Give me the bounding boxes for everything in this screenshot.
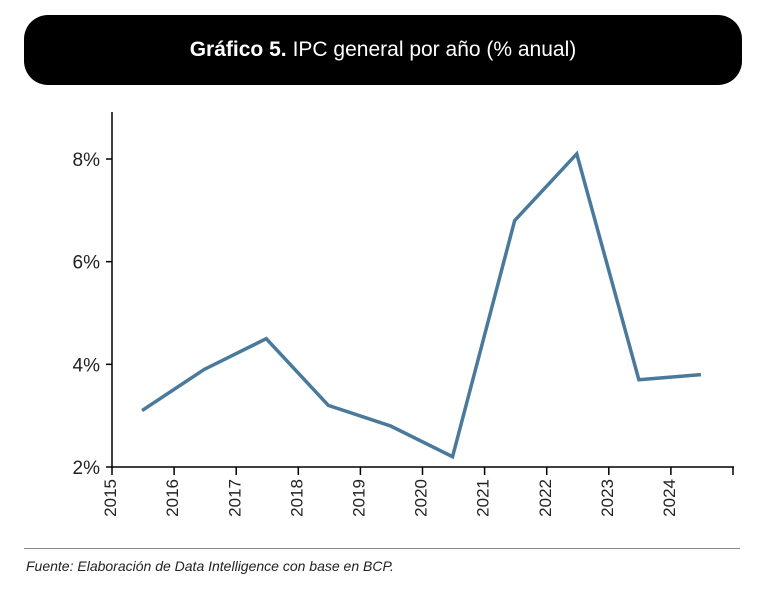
x-tick-label: 2019 [349,479,368,517]
x-tick-label: 2022 [536,479,555,517]
x-tick-label: 2018 [287,479,306,517]
y-tick-label: 8% [73,150,101,171]
x-tick-label: 2024 [660,479,679,517]
y-tick-label: 2% [73,458,101,479]
chart-title-bold: Gráfico 5. [189,38,287,61]
source-note: Fuente: Elaboración de Data Intelligence… [26,558,394,574]
series-line [141,150,702,460]
x-tick-label: 2020 [412,479,431,517]
y-tick-label: 6% [73,253,101,274]
y-tick-label: 4% [73,355,101,376]
x-tick-label: 2016 [163,479,182,517]
divider [24,548,740,549]
x-tick-label: 2021 [474,479,493,517]
x-tick-label: 2023 [598,479,617,517]
x-tick-label: 2015 [101,479,120,517]
chart-title-text: IPC general por año (% anual) [292,38,577,61]
x-tick-label: 2017 [225,479,244,517]
chart-title: Gráfico 5. IPC general por año (% anual) [24,15,742,85]
